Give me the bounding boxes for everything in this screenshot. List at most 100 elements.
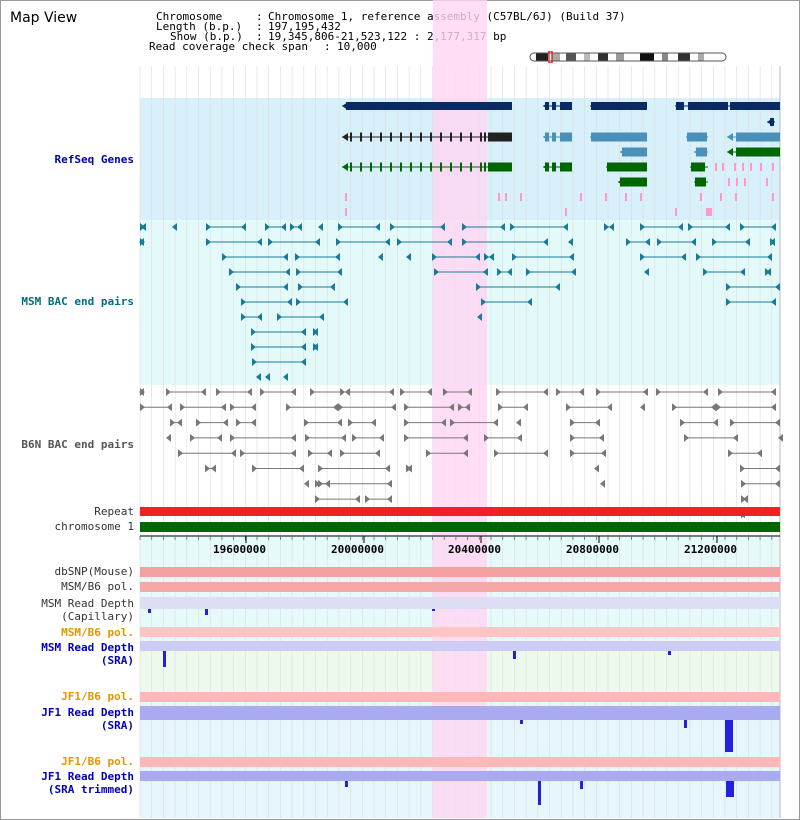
bac-end-pair[interactable]: [406, 253, 411, 261]
bac-end-pair[interactable]: [340, 449, 380, 458]
bac-end-pair[interactable]: [340, 388, 394, 396]
gene-model[interactable]: [694, 177, 708, 187]
bac-end-pair[interactable]: [260, 388, 296, 396]
bac-end-pair[interactable]: [139, 388, 145, 396]
bac-end-pair[interactable]: [318, 223, 323, 231]
gene-model[interactable]: [742, 163, 744, 171]
bac-end-pair[interactable]: [338, 403, 396, 412]
bac-end-pair[interactable]: [251, 343, 306, 351]
gene-model[interactable]: [700, 193, 702, 201]
bac-end-pair[interactable]: [600, 479, 605, 488]
bac-end-pair[interactable]: [432, 253, 480, 261]
bac-end-pair[interactable]: [657, 238, 696, 246]
bac-end-pair[interactable]: [512, 253, 574, 261]
bac-end-pair[interactable]: [644, 268, 649, 276]
gene-model[interactable]: [772, 163, 774, 171]
bac-end-pair[interactable]: [336, 238, 390, 246]
bac-end-pair[interactable]: [570, 418, 600, 427]
bac-end-pair[interactable]: [140, 223, 146, 231]
bac-end-pair[interactable]: [315, 495, 360, 504]
bac-end-pair[interactable]: [268, 238, 320, 246]
bac-end-pair[interactable]: [295, 253, 340, 261]
bac-end-pair[interactable]: [477, 313, 482, 321]
gene-model[interactable]: [590, 102, 647, 110]
bac-end-pair[interactable]: [684, 433, 738, 442]
bac-end-pair[interactable]: [726, 298, 776, 306]
bac-end-pair[interactable]: [570, 449, 606, 458]
bac-end-pair[interactable]: [703, 268, 745, 276]
gene-model[interactable]: [727, 147, 780, 157]
bac-end-pair[interactable]: [626, 238, 650, 246]
bac-end-pair[interactable]: [496, 388, 548, 396]
bac-end-pair[interactable]: [462, 238, 548, 246]
bac-end-pair[interactable]: [206, 238, 262, 246]
bac-end-pair[interactable]: [498, 403, 528, 412]
bac-end-pair[interactable]: [740, 223, 776, 231]
bac-end-pair[interactable]: [497, 268, 512, 276]
gene-model[interactable]: [580, 193, 582, 201]
track-label-dbsnp[interactable]: dbSNP(Mouse): [54, 565, 134, 578]
bac-end-pair[interactable]: [318, 464, 390, 473]
track-label-msm-pol-2[interactable]: MSM/B6 pol.: [61, 626, 134, 639]
bac-end-pair[interactable]: [570, 433, 604, 442]
gene-model[interactable]: [760, 163, 762, 171]
bac-end-pair[interactable]: [265, 373, 270, 381]
bac-end-pair[interactable]: [290, 223, 302, 231]
bac-end-pair[interactable]: [313, 328, 318, 336]
bac-end-pair[interactable]: [390, 223, 445, 231]
bac-end-pair[interactable]: [556, 388, 584, 396]
bac-end-pair[interactable]: [672, 403, 716, 412]
bac-end-pair[interactable]: [338, 223, 380, 231]
bac-end-pair[interactable]: [741, 479, 780, 488]
gene-model[interactable]: [640, 193, 642, 201]
gene-model[interactable]: [520, 193, 522, 201]
bac-end-pair[interactable]: [236, 283, 288, 291]
gene-model[interactable]: [735, 193, 737, 201]
bac-end-pair[interactable]: [462, 223, 505, 231]
bac-end-pair[interactable]: [484, 253, 494, 261]
bac-end-pair[interactable]: [216, 388, 252, 396]
track-label-msm-depth-cap[interactable]: MSM Read Depth: [41, 597, 134, 610]
bac-end-pair[interactable]: [696, 253, 772, 261]
gene-model[interactable]: [772, 193, 774, 201]
bac-end-pair[interactable]: [526, 268, 576, 276]
bac-end-pair[interactable]: [726, 283, 780, 291]
track-label-jf1-pol-1[interactable]: JF1/B6 pol.: [61, 690, 134, 703]
bac-end-pair[interactable]: [484, 433, 522, 442]
bac-end-pair[interactable]: [304, 479, 309, 488]
bac-end-pair[interactable]: [730, 418, 780, 427]
bac-end-pair[interactable]: [296, 268, 342, 276]
bac-end-pair[interactable]: [716, 403, 776, 412]
gene-model[interactable]: [565, 208, 567, 216]
bac-end-pair[interactable]: [140, 403, 172, 412]
gene-model[interactable]: [505, 193, 507, 201]
bac-end-pair[interactable]: [594, 464, 599, 473]
bac-end-pair[interactable]: [404, 433, 468, 442]
chromosome-ideogram[interactable]: [528, 51, 730, 63]
gene-model[interactable]: [767, 118, 775, 126]
bac-end-pair[interactable]: [568, 238, 573, 246]
bac-end-pair[interactable]: [241, 298, 292, 306]
bac-end-pair[interactable]: [304, 418, 342, 427]
bac-end-pair[interactable]: [688, 223, 730, 231]
bac-end-pair[interactable]: [397, 238, 452, 246]
bac-end-pair[interactable]: [640, 223, 683, 231]
bac-end-pair[interactable]: [728, 449, 762, 458]
bac-end-pair[interactable]: [283, 373, 288, 381]
gene-model[interactable]: [498, 193, 500, 201]
bac-end-pair[interactable]: [252, 464, 304, 473]
track-label-msm-bac[interactable]: MSM BAC end pairs: [21, 295, 134, 308]
track-label-repeat[interactable]: Repeat: [94, 505, 134, 518]
gene-model[interactable]: [590, 132, 647, 142]
track-label-refseq[interactable]: RefSeq Genes: [54, 153, 134, 166]
bac-end-pair[interactable]: [712, 238, 750, 246]
bac-end-pair[interactable]: [596, 388, 648, 396]
gene-model[interactable]: [734, 163, 736, 171]
bac-end-pair[interactable]: [222, 253, 288, 261]
bac-end-pair[interactable]: [404, 418, 446, 427]
bac-end-pair[interactable]: [718, 388, 776, 396]
bac-end-pair[interactable]: [296, 298, 348, 306]
track-label-jf1-depth-sra[interactable]: JF1 Read Depth: [41, 706, 134, 719]
gene-model[interactable]: [342, 102, 512, 110]
bac-end-pair[interactable]: [404, 403, 454, 412]
